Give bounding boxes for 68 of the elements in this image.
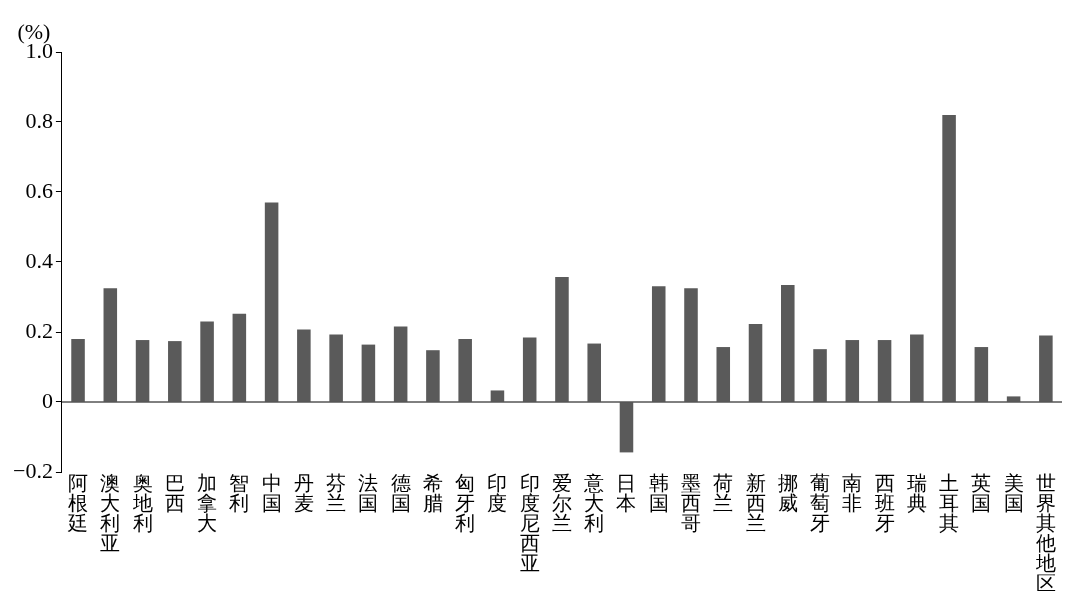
y-tick-label: 0.6 [25,177,53,203]
x-tick-label: 爱尔兰 [551,472,572,535]
x-tick-label: 法国 [358,472,379,515]
x-tick-label: 挪威 [777,472,798,515]
bar [619,402,634,453]
bar [1006,396,1021,402]
x-tick-label: 印度尼西亚 [519,472,540,575]
x-tick-label: 德国 [390,472,411,515]
x-tick-label: 瑞典 [906,472,927,515]
bar [71,339,85,402]
y-tick-label: 0 [41,387,53,413]
bar [748,323,763,402]
x-tick-label: 日本 [616,472,637,515]
x-tick-label: 匈牙利 [455,472,476,535]
x-tick-label: 墨西哥 [681,472,701,535]
bar [490,390,505,402]
x-tick-label: 世界其他地区 [1034,472,1056,595]
x-tick-label: 加拿大 [197,472,218,535]
x-tick-label: 韩国 [648,472,669,515]
bar [103,288,118,402]
x-tick-label: 土耳其 [939,472,960,535]
bar [329,334,343,402]
bar [910,334,924,402]
bar [877,340,892,402]
x-tick-label: 希腊 [422,472,443,515]
x-tick-label: 南非 [842,472,863,515]
bar [297,329,311,402]
bar [426,350,440,402]
bar [813,349,827,402]
x-tick-label: 丹麦 [293,472,314,515]
x-tick-label: 意大利 [583,472,605,535]
x-tick-label: 奥地利 [131,472,153,535]
x-tick-label: 印度 [487,472,508,515]
bar [942,115,956,402]
bar [651,286,666,402]
bar [716,347,731,402]
bar [555,277,569,402]
bar [458,339,472,402]
x-tick-label: 巴西 [164,472,185,515]
x-tick-label: 英国 [971,472,992,515]
bar [587,343,601,402]
x-tick-label: 智利 [229,472,250,515]
x-tick-label: 葡萄牙 [810,472,831,535]
bar [845,340,860,402]
y-tick-label: 0.4 [25,247,53,273]
bar [361,344,376,402]
x-tick-label: 新西兰 [745,472,766,535]
bar [168,341,182,402]
bar [974,347,989,402]
y-tick-label: 0.8 [25,107,53,133]
bar [522,337,537,402]
bar [684,288,698,402]
y-tick-label: 0.2 [25,317,53,343]
bar [200,321,214,402]
x-tick-label: 中国 [261,472,282,515]
y-tick-label: −0.2 [12,457,53,483]
bar [393,326,408,402]
bar [135,340,150,402]
x-tick-label: 澳大利亚 [100,472,121,555]
x-tick-label: 西班牙 [874,472,895,535]
bar [232,313,247,402]
x-tick-label: 荷兰 [713,472,734,515]
x-tick-label: 芬兰 [326,472,347,515]
bar [1039,335,1053,402]
x-tick-label: 阿根廷 [67,472,89,535]
bar [264,202,279,402]
bar [781,285,795,402]
x-tick-label: 美国 [1003,472,1024,515]
